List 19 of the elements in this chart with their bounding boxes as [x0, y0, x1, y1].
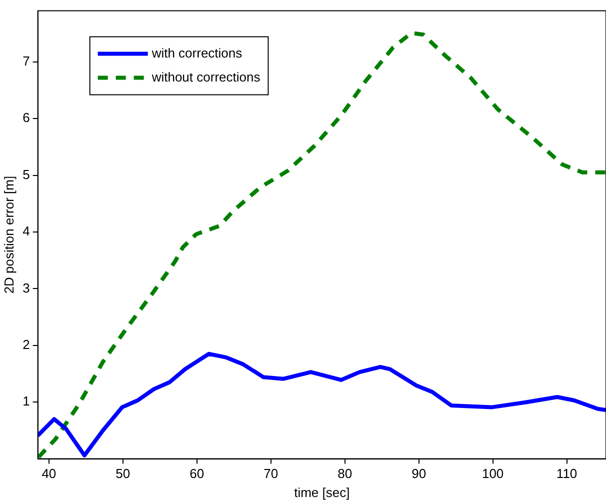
x-tick-label: 110	[556, 466, 578, 482]
legend-label: with corrections	[150, 45, 243, 60]
x-axis-title: time [sec]	[294, 484, 350, 500]
y-axis-title: 2D position error [m]	[1, 176, 16, 294]
y-tick-label: 4	[22, 224, 30, 239]
x-tick-label: 80	[338, 466, 352, 482]
y-tick-label: 1	[22, 394, 30, 409]
legend-label: without corrections	[150, 69, 261, 84]
y-tick-label: 2	[22, 336, 30, 352]
x-tick-label: 100	[482, 466, 504, 482]
y-tick-label: 3	[22, 280, 30, 296]
y-tick-label: 7	[22, 53, 30, 68]
x-tick-label: 50	[116, 466, 130, 482]
x-tick-label: 70	[264, 466, 278, 482]
y-tick-label: 5	[22, 166, 30, 182]
x-tick-label: 90	[412, 466, 426, 482]
y-tick-label: 6	[22, 110, 30, 126]
x-tick-label: 40	[42, 466, 56, 482]
x-tick-label: 60	[190, 466, 204, 482]
